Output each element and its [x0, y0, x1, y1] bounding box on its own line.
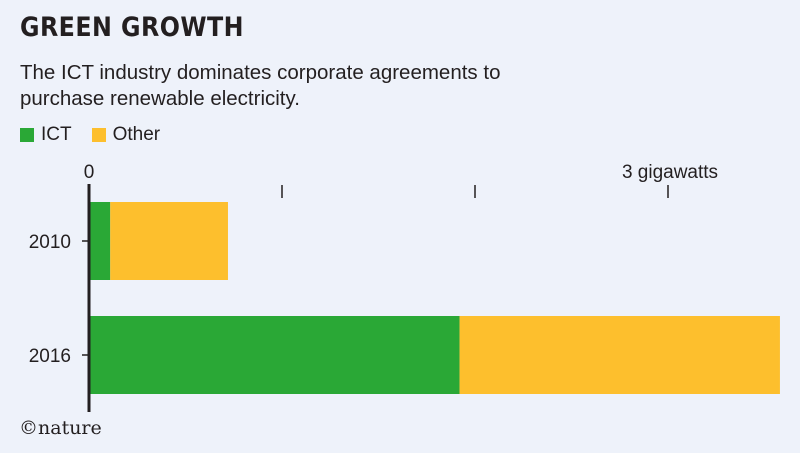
y-tick-label-2016: 2016 [29, 346, 71, 367]
legend-swatch-ict [20, 128, 34, 142]
x-tick-label-3: 3 gigawatts [622, 162, 718, 183]
legend-label-other: Other [112, 124, 161, 145]
credit-logo: ©nature [19, 417, 102, 439]
y-tick-label-2010: 2010 [29, 232, 71, 253]
legend-swatch-other [91, 128, 106, 142]
bar-2016-other [459, 316, 780, 394]
x-tick-label-0: 0 [84, 162, 95, 183]
bar-2010-ict [89, 202, 111, 280]
legend-item-other: Other [91, 124, 161, 146]
legend-label-ict: ICT [41, 124, 72, 145]
bar-2016-ict [89, 316, 460, 394]
chart-title: GREEN GROWTH [20, 12, 245, 43]
legend-item-ict: ICT [20, 124, 72, 146]
chart-subtitle: The ICT industry dominates corporate agr… [20, 61, 501, 110]
legend: ICT Other [20, 124, 180, 146]
bar-2010-other [110, 202, 228, 280]
